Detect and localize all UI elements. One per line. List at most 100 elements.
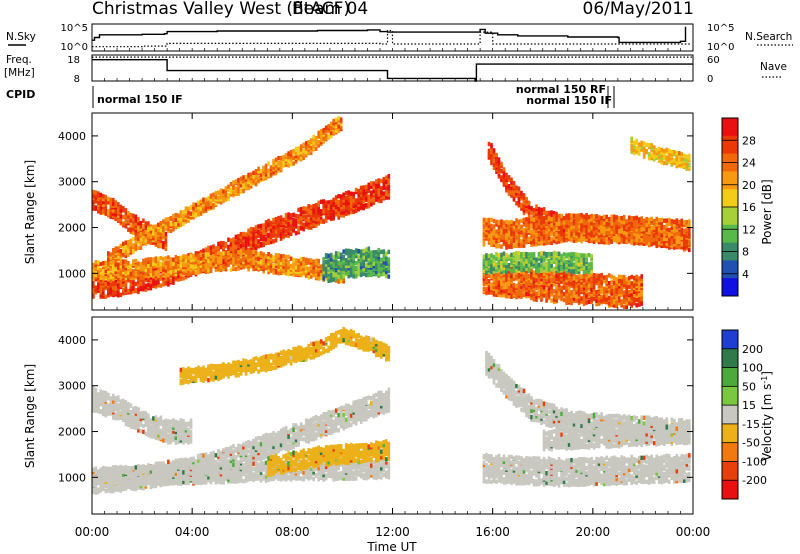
power-cell [207,261,210,267]
power-cell [139,220,143,226]
power-cell [322,127,325,133]
power-cell [347,253,350,259]
power-cell [94,265,98,270]
power-cell [540,297,543,302]
power-cell [642,238,646,243]
power-cell [272,224,275,229]
power-cell [284,228,288,233]
power-cell [347,190,350,195]
power-cell [565,272,568,278]
power-cell [580,274,583,279]
power-cell [642,241,646,246]
power-cell [517,227,521,232]
power-cell [107,209,110,214]
power-cell [139,242,143,247]
power-cell [137,236,140,241]
power-cell [294,151,298,156]
power-cell [342,192,345,197]
power-cell [102,276,105,281]
power-cell [550,288,553,293]
power-cell [132,286,135,291]
power-cell [132,259,135,264]
power-cell [174,217,178,222]
power-cell [249,176,253,181]
power-cell [317,200,320,205]
power-cell [500,244,503,249]
power-cell [495,157,498,162]
power-cell [590,299,593,305]
power-cell [257,175,260,180]
power-cell [557,289,561,294]
power-cell [277,233,280,238]
power-cell [214,246,218,251]
power-cell [284,271,288,276]
power-cell [304,264,308,270]
power-cell [267,252,270,257]
power-cell [149,279,153,285]
power-cell [162,240,165,246]
power-cell [652,228,656,233]
power-cell [510,244,513,249]
power-cell [272,264,275,269]
power-cell [520,288,523,293]
power-cell [668,217,671,223]
power-cell [287,163,290,168]
power-cell [525,234,528,239]
power-cell [497,235,501,240]
power-cell [650,225,653,231]
frequency-panel: Freq. [MHz] 18 8 60 0 Nave [4,54,787,85]
power-cell [367,263,371,268]
power-cell [149,231,153,236]
power-cell [352,256,355,261]
power-cell [665,243,669,249]
power-cell [562,279,566,284]
power-cell [302,206,305,211]
power-cell [254,182,258,187]
power-cell [370,263,373,268]
power-cell [184,206,188,211]
power-cell [297,225,300,231]
power-cell [567,215,571,221]
power-cell [167,221,170,226]
power-cell [505,184,508,189]
power-cell [382,256,386,261]
power-cell [370,257,373,262]
power-cell [192,210,195,215]
power-cell [117,290,120,296]
power-cell [657,233,661,239]
power-cell [329,199,333,205]
power-cell [169,228,173,233]
power-cell [239,234,243,240]
power-cell [119,277,123,283]
power-cell [159,221,163,226]
power-cell [104,268,108,274]
noise-panel: N.Sky 10^5 10^0 10^5 10^0 N.Search [6,23,793,53]
power-cell [302,213,305,218]
power-cell [490,282,493,287]
power-cell [147,282,150,288]
power-cell [354,265,358,271]
power-cell [377,247,381,253]
power-cell [149,275,153,280]
power-cell [542,230,546,235]
power-cell [194,202,198,208]
power-cell [234,254,238,259]
noise-right-tick-top: 10^5 [707,23,734,34]
power-cell [332,210,335,215]
power-cell [242,241,245,246]
power-cell [337,251,340,256]
power-cell [349,251,353,256]
power-cell [119,256,123,261]
power-cell [367,188,371,194]
power-cell [342,260,345,265]
power-cell [189,204,193,210]
power-cell [314,146,318,151]
power-cell [162,282,165,287]
power-cell [380,249,383,255]
power-cell [329,204,333,209]
power-cell [137,233,140,238]
power-cell [607,273,611,278]
power-cell [199,269,203,274]
power-cell [119,275,123,280]
power-cell [124,223,128,229]
